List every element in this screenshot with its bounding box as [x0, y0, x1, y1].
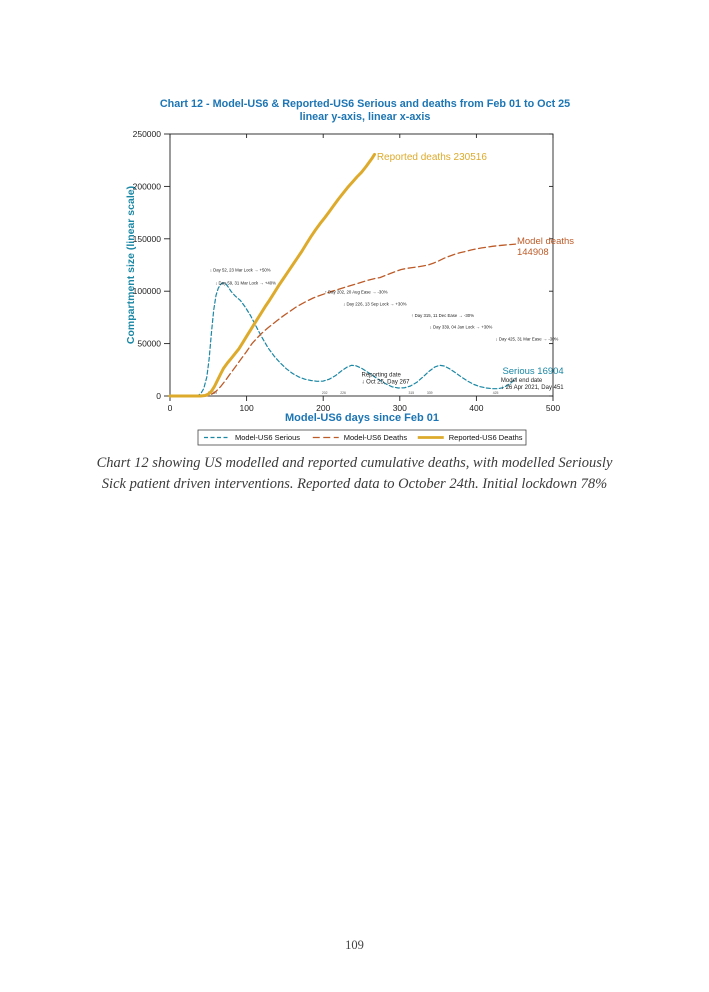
svg-text:0: 0: [156, 391, 161, 401]
svg-text:Reporting date↓ Oct 25, Day 26: Reporting date ↓ Oct 25, Day 267: [362, 373, 411, 386]
svg-text:500: 500: [546, 403, 560, 413]
svg-text:250000: 250000: [133, 129, 162, 139]
svg-text:339: 339: [427, 391, 433, 395]
svg-text:↓ Day 339, 04 Jan Lock → +30%: ↓ Day 339, 04 Jan Lock → +30%: [430, 324, 493, 329]
svg-text:59: 59: [213, 391, 217, 395]
chart-annotations: Reported deaths 230516 Model deaths 144908…: [210, 152, 574, 391]
svg-text:100000: 100000: [133, 286, 162, 296]
x-axis-label: Model-US6 days since Feb 01: [285, 412, 439, 424]
plot-frame: [169, 133, 554, 397]
svg-text:Serious 16904: Serious 16904: [502, 366, 563, 377]
svg-text:50000: 50000: [137, 339, 161, 349]
svg-text:Reported-US6 Deaths: Reported-US6 Deaths: [449, 433, 523, 442]
svg-text:400: 400: [469, 403, 483, 413]
svg-text:↓ Day 425, 31 Mar Ease → -30%: ↓ Day 425, 31 Mar Ease → -30%: [496, 336, 559, 341]
svg-text:↑ Day 315, 11 Dec Ease → -30%: ↑ Day 315, 11 Dec Ease → -30%: [411, 313, 474, 318]
figure-caption: Chart 12 showing US modelled and reporte…: [96, 455, 613, 493]
axis-ticks: [164, 133, 554, 401]
svg-text:315: 315: [408, 391, 414, 395]
svg-text:Model end date↓ 26 Apr 2021, D: Model end date ↓ 26 Apr 2021, Day 451: [501, 378, 564, 391]
axis-tick-labels: 0 100 200 300 400 500 0 50000 100000 150000 200000…: [133, 129, 561, 413]
svg-text:↓ Day 52, 23 Mar Lock → +50%: ↓ Day 52, 23 Mar Lock → +50%: [210, 267, 271, 272]
svg-text:0: 0: [168, 403, 173, 413]
chart-legend: Model-US6 Serious Model-US6 Deaths Reporte…: [197, 429, 527, 446]
svg-text:226: 226: [340, 391, 346, 395]
svg-text:Reported deaths 230516: Reported deaths 230516: [377, 152, 488, 163]
svg-text:150000: 150000: [133, 234, 162, 244]
svg-text:300: 300: [393, 403, 407, 413]
series-lines: [168, 152, 517, 398]
svg-text:↑ Day 202, 20 Aug Ease → -30%: ↑ Day 202, 20 Aug Ease → -30%: [325, 289, 388, 294]
chart-title-line1: Chart 12 - Model-US6 & Reported-US6 Seri…: [160, 98, 570, 110]
chart-title-line2: linear y-axis, linear x-axis: [300, 111, 431, 123]
svg-text:Model-US6 Serious: Model-US6 Serious: [235, 433, 300, 442]
chart-figure: Chart 12 - Model-US6 & Reported-US6 Seri…: [125, 98, 574, 446]
svg-text:200: 200: [316, 403, 330, 413]
svg-text:202: 202: [322, 391, 328, 395]
svg-text:425: 425: [493, 391, 499, 395]
svg-text:Model-US6 Deaths: Model-US6 Deaths: [344, 433, 408, 442]
y-axis-label: Compartment size (linear scale): [125, 186, 137, 344]
svg-text:100: 100: [240, 403, 254, 413]
svg-text:↓ Day 59, 31 Mar Lock → +40%: ↓ Day 59, 31 Mar Lock → +40%: [215, 280, 276, 285]
intervention-day-ticks: 52 59 202 226 315 339 425: [208, 391, 499, 395]
page-number: 109: [345, 938, 364, 952]
svg-text:↓ Day 226, 13 Sep Lock → +30%: ↓ Day 226, 13 Sep Lock → +30%: [343, 301, 407, 306]
svg-text:200000: 200000: [133, 181, 162, 191]
